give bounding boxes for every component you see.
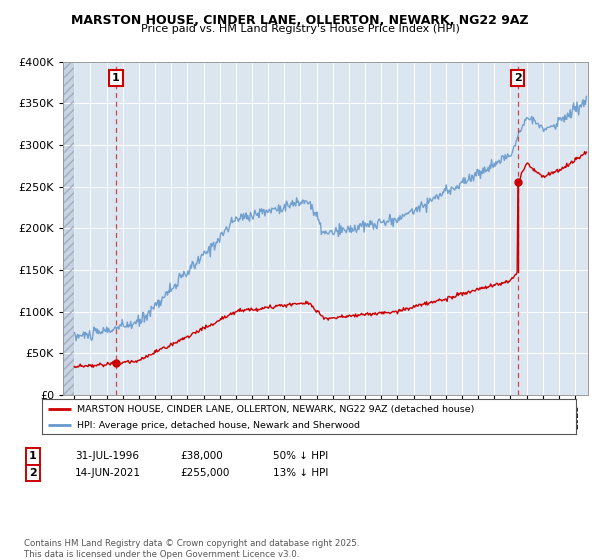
Text: 13% ↓ HPI: 13% ↓ HPI <box>273 468 328 478</box>
Text: Contains HM Land Registry data © Crown copyright and database right 2025.
This d: Contains HM Land Registry data © Crown c… <box>24 539 359 559</box>
Text: 2: 2 <box>29 468 37 478</box>
Text: 2: 2 <box>514 73 521 83</box>
Bar <box>63 62 74 395</box>
Text: £255,000: £255,000 <box>180 468 229 478</box>
Text: 1: 1 <box>29 451 37 461</box>
Bar <box>63 62 74 395</box>
Text: 50% ↓ HPI: 50% ↓ HPI <box>273 451 328 461</box>
Text: 14-JUN-2021: 14-JUN-2021 <box>75 468 141 478</box>
Text: 1: 1 <box>112 73 120 83</box>
Text: Price paid vs. HM Land Registry's House Price Index (HPI): Price paid vs. HM Land Registry's House … <box>140 24 460 34</box>
Text: HPI: Average price, detached house, Newark and Sherwood: HPI: Average price, detached house, Newa… <box>77 421 360 430</box>
Text: 31-JUL-1996: 31-JUL-1996 <box>75 451 139 461</box>
Text: MARSTON HOUSE, CINDER LANE, OLLERTON, NEWARK, NG22 9AZ (detached house): MARSTON HOUSE, CINDER LANE, OLLERTON, NE… <box>77 404 474 413</box>
Text: £38,000: £38,000 <box>180 451 223 461</box>
Text: MARSTON HOUSE, CINDER LANE, OLLERTON, NEWARK, NG22 9AZ: MARSTON HOUSE, CINDER LANE, OLLERTON, NE… <box>71 14 529 27</box>
